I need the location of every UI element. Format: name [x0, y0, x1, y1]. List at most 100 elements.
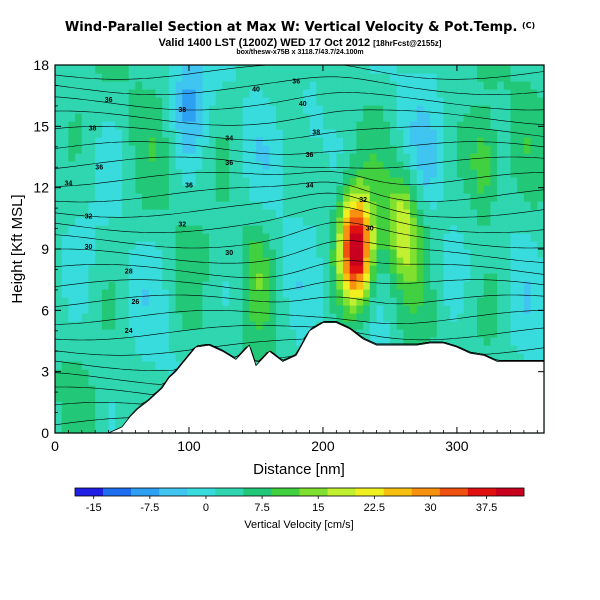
velocity-cell: [403, 153, 411, 162]
velocity-cell: [302, 169, 311, 178]
velocity-cell: [296, 265, 304, 274]
velocity-cell: [497, 337, 505, 346]
velocity-cell: [309, 249, 317, 258]
velocity-cell: [88, 337, 96, 346]
velocity-cell: [349, 185, 358, 194]
velocity-cell: [128, 209, 136, 218]
velocity-cell: [322, 297, 331, 306]
velocity-cell: [349, 249, 358, 258]
velocity-cell: [470, 145, 478, 154]
velocity-cell: [403, 169, 411, 178]
velocity-cell: [289, 169, 297, 178]
velocity-cell: [423, 177, 431, 186]
velocity-cell: [343, 321, 351, 330]
velocity-cell: [168, 145, 177, 154]
velocity-cell: [188, 129, 197, 138]
velocity-cell: [477, 97, 485, 106]
velocity-cell: [470, 337, 478, 346]
velocity-cell: [336, 81, 344, 90]
velocity-cell: [95, 121, 103, 130]
velocity-cell: [376, 185, 384, 194]
velocity-cell: [108, 377, 116, 386]
velocity-cell: [416, 81, 425, 90]
velocity-cell: [282, 193, 291, 202]
velocity-cell: [537, 137, 545, 146]
contour-label: 36: [292, 78, 300, 85]
velocity-cell: [463, 65, 471, 74]
velocity-cell: [343, 281, 351, 290]
velocity-cell: [403, 305, 411, 314]
velocity-cell: [369, 321, 378, 330]
velocity-cell: [269, 65, 277, 74]
velocity-cell: [483, 97, 492, 106]
velocity-cell: [282, 345, 291, 354]
velocity-cell: [423, 129, 431, 138]
velocity-cell: [55, 417, 63, 426]
velocity-cell: [202, 265, 210, 274]
velocity-cell: [108, 105, 116, 114]
velocity-cell: [389, 89, 398, 98]
velocity-cell: [55, 233, 63, 242]
velocity-cell: [269, 289, 277, 298]
velocity-cell: [68, 193, 76, 202]
velocity-cell: [229, 81, 237, 90]
velocity-cell: [537, 177, 545, 186]
velocity-cell: [249, 73, 257, 82]
velocity-cell: [135, 289, 143, 298]
velocity-cell: [416, 177, 425, 186]
velocity-cell: [175, 273, 183, 282]
velocity-cell: [410, 329, 418, 338]
velocity-cell: [88, 321, 96, 330]
velocity-cell: [423, 281, 431, 290]
velocity-cell: [81, 425, 90, 434]
y-tick-label: 9: [41, 241, 49, 257]
velocity-cell: [510, 249, 518, 258]
velocity-cell: [296, 201, 304, 210]
velocity-cell: [108, 249, 116, 258]
velocity-cell: [289, 265, 297, 274]
velocity-cell: [222, 185, 230, 194]
colorbar-segment: [299, 488, 328, 496]
velocity-cell: [450, 161, 458, 170]
velocity-cell: [148, 385, 157, 394]
velocity-cell: [376, 257, 384, 266]
velocity-cell: [101, 105, 110, 114]
velocity-cell: [155, 97, 163, 106]
velocity-cell: [523, 129, 532, 138]
velocity-cell: [537, 89, 545, 98]
velocity-cell: [55, 65, 63, 74]
velocity-cell: [75, 385, 83, 394]
velocity-cell: [383, 265, 391, 274]
velocity-cell: [423, 193, 431, 202]
velocity-cell: [403, 145, 411, 154]
velocity-cell: [209, 241, 217, 250]
velocity-cell: [269, 105, 277, 114]
velocity-cell: [61, 185, 69, 194]
velocity-cell: [396, 305, 404, 314]
velocity-cell: [101, 337, 110, 346]
velocity-cell: [450, 257, 458, 266]
velocity-cell: [289, 193, 297, 202]
y-tick-label: 18: [33, 57, 49, 73]
velocity-cell: [383, 297, 391, 306]
velocity-cell: [343, 153, 351, 162]
velocity-cell: [410, 281, 418, 290]
velocity-cell: [108, 233, 116, 242]
velocity-cell: [363, 321, 371, 330]
velocity-cell: [530, 113, 538, 122]
velocity-cell: [235, 153, 244, 162]
velocity-cell: [517, 233, 525, 242]
velocity-cell: [530, 137, 538, 146]
velocity-cell: [497, 73, 505, 82]
velocity-cell: [363, 153, 371, 162]
velocity-cell: [195, 89, 203, 98]
velocity-cell: [416, 329, 425, 338]
velocity-cell: [95, 65, 103, 74]
velocity-cell: [68, 257, 76, 266]
velocity-cell: [101, 313, 110, 322]
velocity-cell: [503, 225, 512, 234]
velocity-cell: [269, 145, 277, 154]
velocity-cell: [108, 113, 116, 122]
velocity-cell: [175, 329, 183, 338]
x-tick-label: 300: [445, 438, 469, 454]
